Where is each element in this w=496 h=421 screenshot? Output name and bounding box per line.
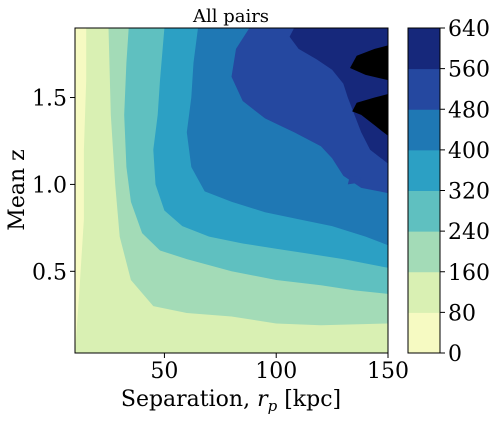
- colorbar-band-0-80: [408, 312, 440, 354]
- x-tick-label: 50: [150, 359, 178, 384]
- colorbar-band-320-400: [408, 149, 440, 191]
- y-tick-label: 1.5: [32, 87, 67, 112]
- y-tick-label: 0.5: [32, 260, 67, 285]
- contour-region-480: [347, 175, 362, 185]
- colorbar: 0 80 160 240 320 400 480 560 640: [407, 17, 490, 367]
- colorbar-tick-label: 640: [448, 17, 490, 42]
- colorbar-tick-label: 320: [448, 180, 490, 205]
- chart-title: All pairs: [192, 6, 269, 27]
- plot-frame: [74, 27, 389, 354]
- colorbar-tick-label: 560: [448, 58, 490, 83]
- x-axis-label-subscript: p: [268, 397, 278, 415]
- contour-plot-area: [75, 28, 388, 353]
- colorbar-band-80-160: [408, 271, 440, 313]
- x-tick-label: 100: [255, 359, 297, 384]
- colorbar-tick-label: 400: [448, 139, 490, 164]
- colorbar-tick-label: 0: [448, 342, 462, 367]
- colorbar-tick-label: 80: [448, 301, 476, 326]
- y-axis: 0.5 1.0 1.5: [32, 87, 75, 285]
- x-axis-label: Separation, rp [kpc]: [121, 387, 341, 415]
- colorbar-band-560-640: [408, 28, 440, 70]
- colorbar-tick-label: 480: [448, 98, 490, 123]
- colorbar-band-240-320: [408, 190, 440, 232]
- colorbar-band-400-480: [408, 109, 440, 151]
- colorbar-tick-label: 160: [448, 261, 490, 286]
- x-tick-label: 150: [367, 359, 409, 384]
- x-axis-label-symbol: r: [257, 387, 269, 412]
- colorbar-band-480-560: [408, 68, 440, 110]
- y-tick-label: 1.0: [32, 173, 67, 198]
- y-axis-label: Mean z: [5, 149, 30, 230]
- colorbar-tick-label: 240: [448, 220, 490, 245]
- colorbar-band-160-240: [408, 231, 440, 273]
- x-axis: 50 100 150: [150, 353, 409, 384]
- x-axis-label-text: Separation,: [121, 387, 257, 412]
- contour-region-640: [350, 45, 388, 81]
- contour-band-640-undefined: [352, 28, 388, 136]
- x-axis-label-unit: [kpc]: [277, 387, 341, 412]
